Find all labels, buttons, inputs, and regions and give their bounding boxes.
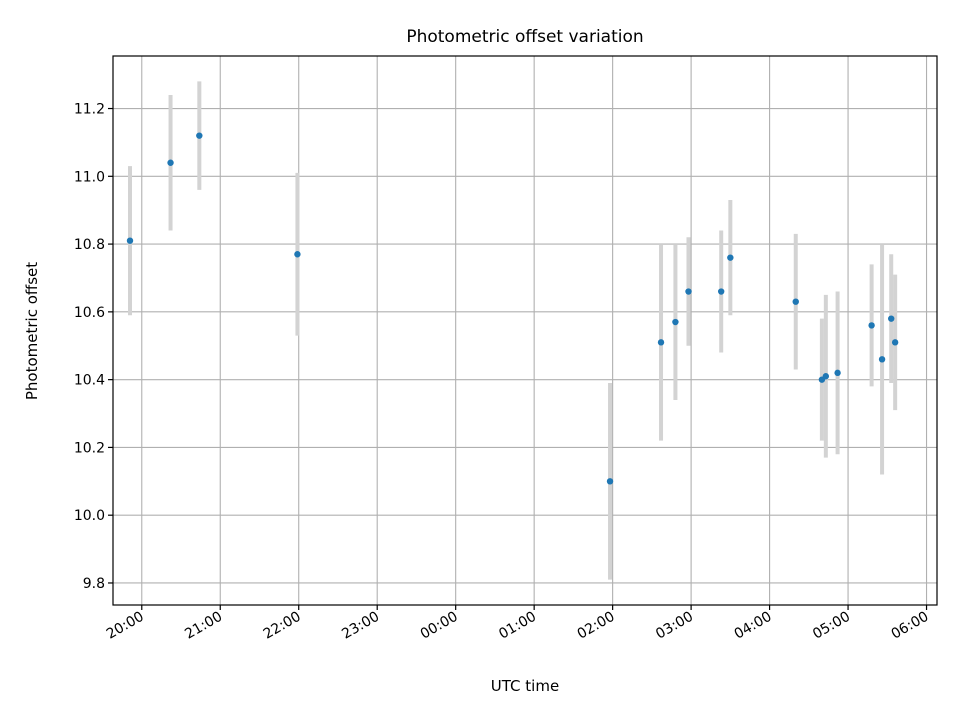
data-point — [685, 288, 692, 295]
data-point — [606, 478, 614, 485]
data-point — [167, 159, 174, 166]
data-point — [196, 132, 203, 139]
x-tick-label: 05:00 — [810, 609, 853, 643]
x-tick-label: 23:00 — [339, 609, 382, 643]
x-tick-label: 06:00 — [889, 609, 932, 643]
data-point — [717, 288, 725, 295]
x-tick-label: 01:00 — [496, 609, 539, 643]
data-point — [834, 369, 841, 377]
errorbars — [128, 81, 898, 580]
x-tick-label: 03:00 — [653, 609, 696, 643]
x-tick-label: 22:00 — [261, 609, 304, 643]
y-tick-label: 9.8 — [83, 576, 105, 592]
data-points — [126, 132, 899, 485]
x-tick-label: 00:00 — [418, 609, 461, 643]
data-point — [868, 322, 875, 329]
y-tick-label: 11.2 — [74, 102, 105, 118]
data-point — [657, 339, 665, 346]
chart-title: Photometric offset variation — [406, 27, 643, 47]
data-point — [294, 251, 301, 258]
x-axis-label: UTC time — [491, 677, 559, 695]
y-tick-label: 10.6 — [74, 305, 105, 321]
data-point — [126, 237, 134, 244]
x-tick-label: 04:00 — [732, 609, 775, 643]
data-point — [891, 339, 899, 346]
data-point — [792, 298, 799, 305]
data-point — [822, 373, 830, 380]
x-tick-label: 21:00 — [182, 609, 225, 643]
x-tick-label: 20:00 — [104, 609, 147, 643]
y-tick-label: 10.0 — [74, 508, 105, 524]
y-tick-label: 11.0 — [74, 169, 105, 185]
y-axis-label: Photometric offset — [23, 262, 41, 400]
y-tick-label: 10.8 — [74, 237, 105, 253]
y-tick-label: 10.2 — [74, 440, 105, 456]
grid — [113, 56, 937, 605]
y-axis-ticks: 9.8 10.0 10.2 10.4 10.6 10.8 11.0 11.2 — [74, 102, 113, 592]
data-point — [878, 356, 886, 363]
plot-frame — [112, 55, 938, 606]
data-point — [888, 315, 895, 322]
y-tick-label: 10.4 — [74, 373, 105, 389]
x-tick-label: 02:00 — [575, 609, 618, 643]
data-point — [727, 254, 734, 261]
x-axis-ticks: 20:00 21:00 22:00 23:00 00:00 01:00 02:00 03:00… — [104, 605, 932, 643]
data-point — [672, 318, 679, 326]
